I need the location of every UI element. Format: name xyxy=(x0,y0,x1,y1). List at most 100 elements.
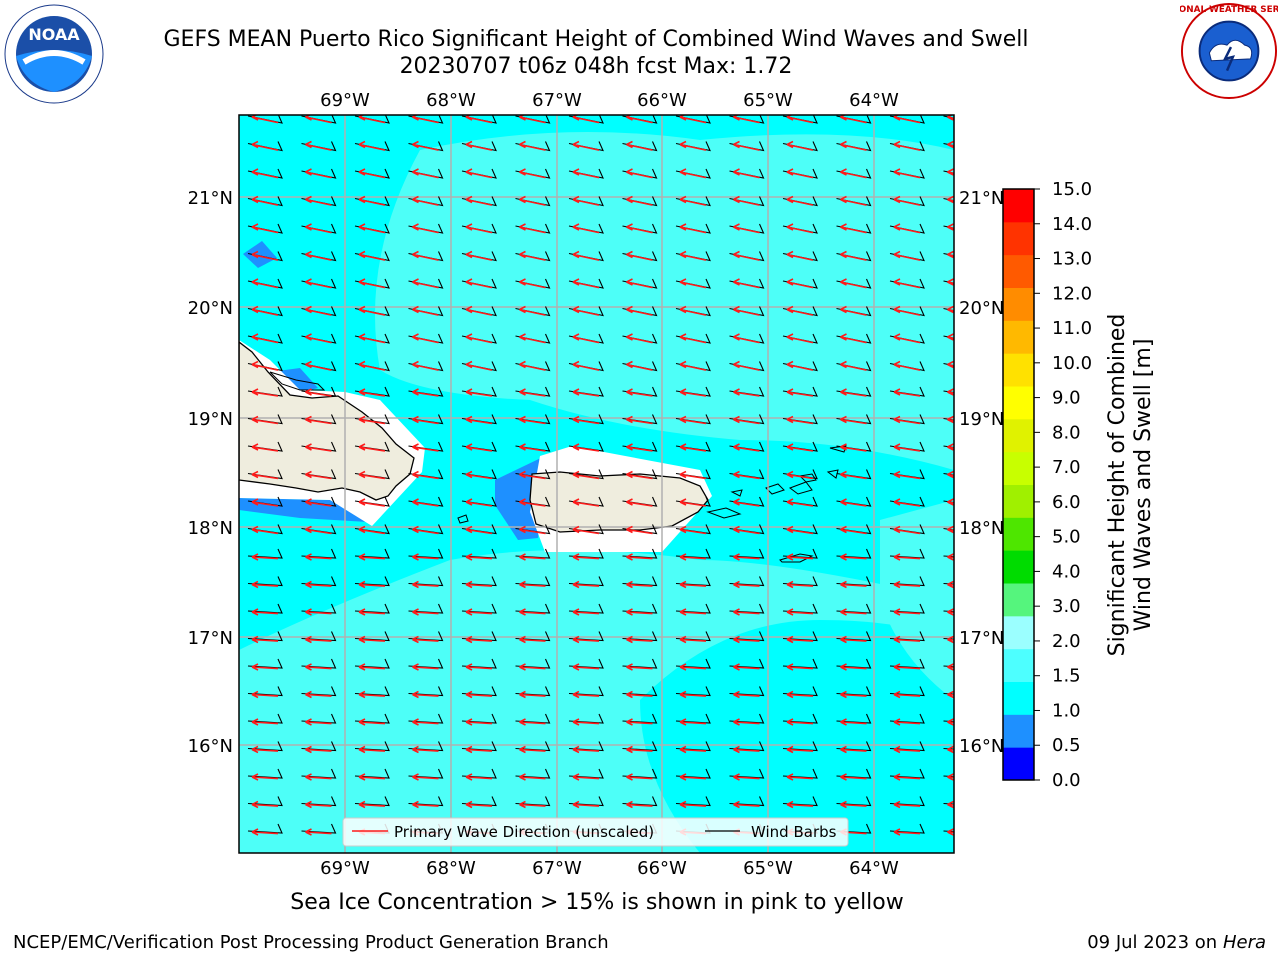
wave-direction-arrow xyxy=(465,415,493,425)
wave-direction-arrow xyxy=(893,388,921,397)
wave-direction-arrow xyxy=(251,663,279,671)
wave-direction-arrow xyxy=(840,800,867,809)
wave-direction-arrow xyxy=(786,690,814,699)
wave-direction-arrow xyxy=(733,443,760,452)
wave-direction-arrow xyxy=(679,773,707,781)
wave-direction-arrow xyxy=(519,168,546,179)
wave-direction-arrow xyxy=(305,278,332,289)
lon-tick-top: 69°W xyxy=(320,90,370,111)
wave-direction-arrow xyxy=(840,415,867,425)
wave-direction-arrow xyxy=(572,140,600,151)
wave-direction-arrow xyxy=(947,470,954,479)
wave-direction-arrow xyxy=(465,663,493,671)
lat-tick-left: 16°N xyxy=(188,736,233,757)
wave-direction-arrow xyxy=(358,360,386,371)
wave-direction-arrow xyxy=(412,553,439,561)
wave-direction-arrow xyxy=(786,195,814,206)
wave-direction-arrow xyxy=(947,718,954,726)
wave-direction-arrow xyxy=(893,773,921,781)
wave-direction-arrow xyxy=(412,168,439,179)
wave-direction-arrow xyxy=(733,278,760,289)
lon-tick-bottom: 64°W xyxy=(849,858,899,879)
wave-direction-arrow xyxy=(358,140,386,151)
wave-direction-arrow xyxy=(465,608,493,616)
wave-direction-arrow xyxy=(305,828,332,836)
wave-direction-arrow xyxy=(947,608,954,616)
colorbar-segment xyxy=(1003,747,1034,781)
wave-direction-arrow xyxy=(519,470,546,480)
wave-direction-arrow xyxy=(465,140,493,151)
wave-direction-arrow xyxy=(358,498,386,507)
wave-direction-arrow xyxy=(893,360,921,371)
wave-direction-arrow xyxy=(893,140,921,151)
wave-direction-arrow xyxy=(893,800,921,809)
wave-direction-arrow xyxy=(893,250,921,261)
lat-tick-right: 21°N xyxy=(959,188,1004,209)
wave-direction-arrow xyxy=(626,360,653,371)
map-legend: Primary Wave Direction (unscaled) Wind B… xyxy=(342,817,849,847)
wave-direction-arrow xyxy=(679,718,707,726)
wave-direction-arrow xyxy=(412,195,439,206)
wave-direction-arrow xyxy=(893,168,921,179)
wave-direction-arrow xyxy=(358,663,386,671)
wave-direction-arrow xyxy=(251,580,279,589)
lat-tick-left: 21°N xyxy=(188,188,233,209)
wave-direction-arrow xyxy=(519,305,546,316)
wave-direction-arrow xyxy=(465,718,493,726)
wave-direction-arrow xyxy=(947,360,954,369)
lon-tick-top: 68°W xyxy=(426,90,476,111)
colorbar-tick-label: 5.0 xyxy=(1052,527,1081,548)
wave-direction-arrow xyxy=(519,635,546,644)
wave-direction-arrow xyxy=(465,800,493,809)
colorbar-tick-label: 13.0 xyxy=(1052,249,1092,270)
lon-tick-bottom: 65°W xyxy=(743,858,793,879)
wave-direction-arrow xyxy=(412,140,439,151)
wave-direction-arrow xyxy=(840,195,867,206)
wave-direction-arrow xyxy=(358,470,386,480)
wave-direction-arrow xyxy=(305,553,332,561)
wave-contour-light-north xyxy=(375,132,954,470)
wave-direction-arrow xyxy=(305,773,332,781)
wave-direction-arrow xyxy=(893,745,921,754)
wave-direction-arrow xyxy=(412,690,439,699)
wave-direction-arrow xyxy=(679,250,707,261)
wave-direction-arrow xyxy=(305,415,332,425)
colorbar-segment xyxy=(1003,418,1034,453)
lon-tick-top: 64°W xyxy=(849,90,899,111)
colorbar-segment xyxy=(1003,550,1034,584)
wave-direction-arrow xyxy=(786,553,814,561)
wave-direction-arrow xyxy=(251,140,279,151)
colorbar-tick-label: 10.0 xyxy=(1052,353,1092,374)
wave-direction-arrow xyxy=(572,718,600,726)
wave-direction-arrow xyxy=(893,305,921,316)
lat-tick-right: 16°N xyxy=(959,736,1004,757)
wave-direction-arrow xyxy=(626,718,653,726)
wave-direction-arrow xyxy=(679,360,707,371)
colorbar-label-line1: Significant Height of Combined xyxy=(1105,314,1130,657)
wave-direction-arrow xyxy=(733,718,760,726)
wave-direction-arrow xyxy=(626,498,653,507)
lat-tick-left: 19°N xyxy=(188,409,233,430)
wave-direction-arrow xyxy=(893,828,921,836)
wave-direction-arrow xyxy=(786,663,814,671)
wave-direction-arrow xyxy=(412,305,439,316)
wave-direction-arrow xyxy=(947,388,954,396)
wave-direction-arrow xyxy=(519,388,546,397)
wave-direction-arrow xyxy=(572,773,600,781)
wave-direction-arrow xyxy=(465,388,493,397)
colorbar-tick-label: 11.0 xyxy=(1052,318,1092,339)
wave-direction-arrow xyxy=(679,663,707,671)
wave-direction-arrow xyxy=(840,608,867,616)
wave-direction-arrow xyxy=(626,635,653,644)
wave-direction-arrow xyxy=(412,388,439,397)
wave-direction-arrow xyxy=(840,690,867,699)
wave-direction-arrow xyxy=(251,333,279,344)
wave-direction-arrow xyxy=(679,223,707,234)
wave-direction-arrow xyxy=(626,250,653,261)
wave-direction-arrow xyxy=(412,278,439,289)
wave-direction-arrow xyxy=(572,360,600,371)
wave-direction-arrow xyxy=(412,745,439,754)
wave-direction-arrow xyxy=(893,718,921,726)
wave-direction-arrow xyxy=(733,168,760,179)
wave-direction-arrow xyxy=(251,360,279,371)
